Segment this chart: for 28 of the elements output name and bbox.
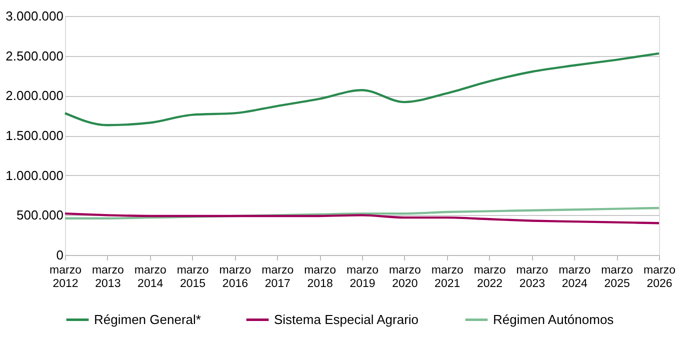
x-tick-label: marzo 2024 <box>558 264 591 290</box>
x-tick-label: marzo 2022 <box>474 264 506 290</box>
y-tick-label: 500.000 <box>16 208 64 223</box>
x-tick-label: marzo 2026 <box>644 264 676 290</box>
x-tick-label: marzo 2016 <box>219 264 252 290</box>
legend-label: Sistema Especial Agrario <box>274 312 419 327</box>
y-tick-label: 2.000.000 <box>6 88 64 104</box>
x-tick-label: marzo 2017 <box>262 264 294 290</box>
x-tick-label: marzo 2012 <box>50 264 82 290</box>
y-tick-label: 1.000.000 <box>6 168 64 183</box>
y-tick-label: 2.500.000 <box>6 48 64 64</box>
x-tick-label: marzo 2025 <box>601 264 634 290</box>
y-tick-label: 1.500.000 <box>6 128 64 143</box>
x-tick-label: marzo 2013 <box>92 264 124 290</box>
line-series <box>64 212 660 224</box>
x-tick-label: marzo 2020 <box>388 264 421 290</box>
x-tick-label: marzo 2021 <box>431 264 464 290</box>
line-series <box>64 206 660 220</box>
y-tick-label: 0 <box>56 248 64 262</box>
x-tick-label: marzo 2014 <box>134 264 166 290</box>
legend-label: Régimen Autónomos <box>493 312 614 327</box>
x-tick-label: marzo 2023 <box>516 264 548 290</box>
line-series <box>64 52 660 126</box>
legend-label: Régimen General* <box>94 312 201 327</box>
x-tick-label: marzo 2019 <box>346 264 378 290</box>
x-tick-label: marzo 2018 <box>304 264 336 290</box>
x-tick-label: marzo 2015 <box>176 264 209 290</box>
y-tick-label: 3.000.000 <box>6 8 64 24</box>
